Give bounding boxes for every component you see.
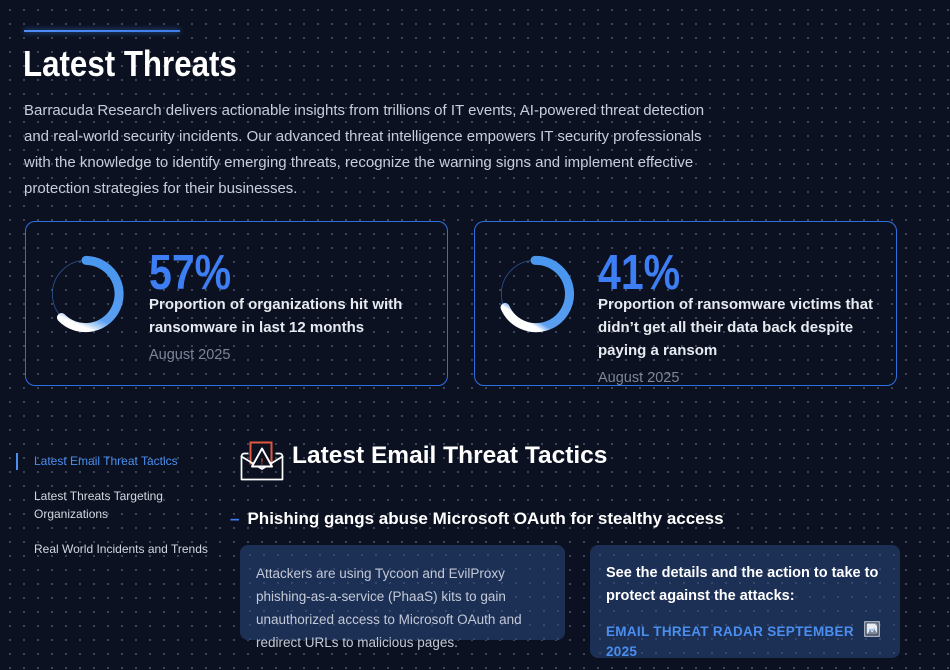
svg-text:!: ! (261, 458, 264, 467)
